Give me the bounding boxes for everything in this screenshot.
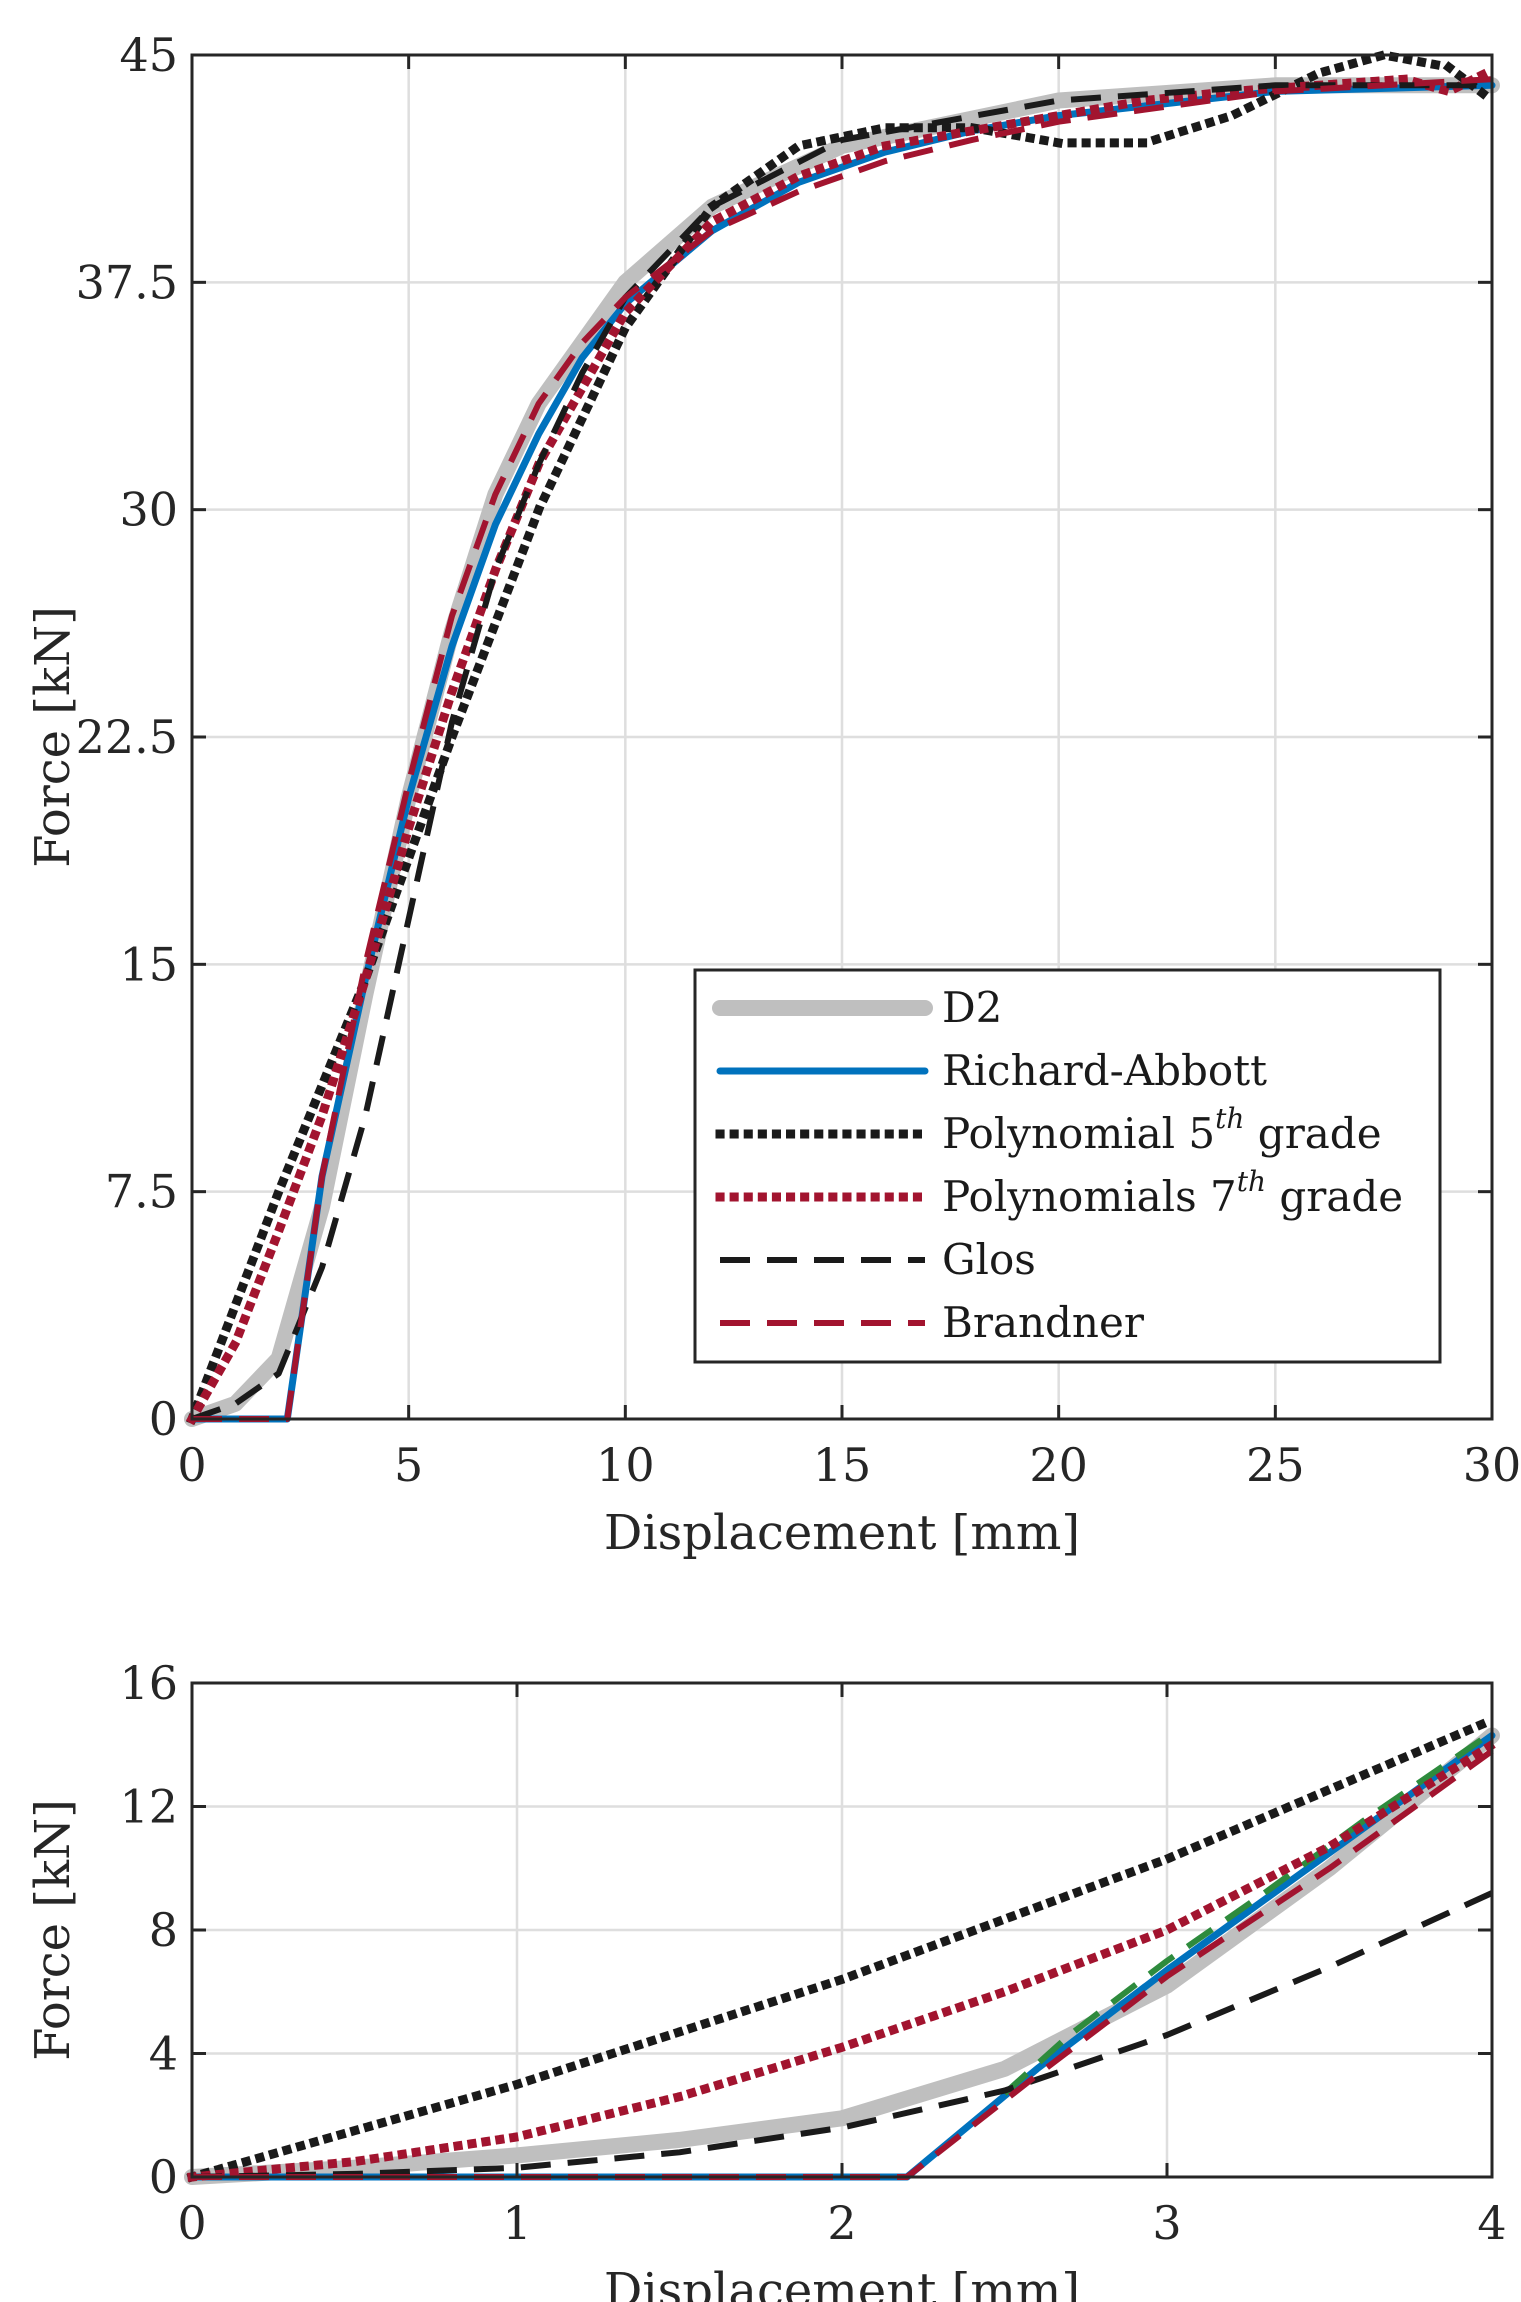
top-y-tick-label: 22.5 <box>76 710 178 764</box>
legend-item-polynomials-7: Polynomials 7th grade <box>715 1165 1403 1221</box>
top-x-tick-label: 0 <box>177 1438 206 1492</box>
bottom-grid <box>192 1683 1492 2177</box>
top-y-axis-label: Force [kN] <box>25 606 81 868</box>
legend-label-d2: D2 <box>942 983 1002 1032</box>
bottom-x-axis-label: Displacement [mm] <box>604 2263 1080 2302</box>
legend-item-glos: Glos <box>720 1235 1036 1284</box>
top-x-tick-label: 5 <box>394 1438 423 1492</box>
bottom-series-brandner <box>192 1748 1494 2180</box>
top-y-tick-label: 0 <box>149 1392 178 1446</box>
legend-label-polynomial-5: Polynomial 5th grade <box>942 1102 1382 1158</box>
top-lines <box>184 50 1500 1427</box>
bottom-series-polynomials-7th-grade <box>187 1738 1499 2182</box>
top-y-tick-label: 7.5 <box>105 1165 178 1219</box>
bottom-x-tick-label: 2 <box>827 2196 856 2250</box>
top-y-tick-label: 37.5 <box>76 255 178 309</box>
legend-box <box>693 968 1442 1364</box>
top-y-ticks: 0 7.5 15 22.5 30 37.5 45 <box>76 28 1492 1446</box>
top-y-tick-label: 45 <box>119 28 178 82</box>
legend-label-brandner: Brandner <box>942 1298 1145 1347</box>
legend-item-brandner: Brandner <box>720 1298 1145 1347</box>
bottom-x-tick-label: 0 <box>177 2196 206 2250</box>
bottom-x-tick-label: 1 <box>502 2196 531 2250</box>
top-x-ticks: 0 5 10 15 20 25 30 <box>177 55 1521 1492</box>
bottom-x-tick-label: 3 <box>1152 2196 1181 2250</box>
top-x-axis-label: Displacement [mm] <box>604 1505 1080 1561</box>
top-y-tick-label: 30 <box>119 483 178 537</box>
top-series-brandner <box>192 76 1493 1422</box>
bottom-series-polynomial-5th-grade <box>186 1714 1498 2183</box>
bottom-y-tick-label: 16 <box>119 1656 178 1710</box>
bottom-x-ticks: 0 1 2 3 4 <box>177 1683 1507 2250</box>
legend-item-d2: D2 <box>712 983 1002 1032</box>
legend-label-polynomials-7: Polynomials 7th grade <box>942 1165 1403 1221</box>
legend-item-polynomial-5: Polynomial 5th grade <box>715 1102 1382 1158</box>
bottom-x-tick-label: 4 <box>1477 2196 1506 2250</box>
legend: D2 Richard-Abbott Polynomial 5th grade P… <box>693 968 1442 1364</box>
top-x-tick-label: 30 <box>1463 1438 1521 1492</box>
top-y-tick-label: 15 <box>119 937 178 991</box>
bottom-series-d2 <box>184 1727 1500 2185</box>
legend-item-richard-abbott: Richard-Abbott <box>716 1046 1267 1095</box>
bottom-y-tick-label: 8 <box>149 1903 178 1957</box>
top-x-tick-label: 15 <box>813 1438 872 1492</box>
top-series-polynomials-7th-grade <box>185 64 1499 1426</box>
top-x-tick-label: 10 <box>596 1438 655 1492</box>
bottom-series-green-dashed <box>1002 1729 1494 2096</box>
top-series-polynomial-5th-grade <box>186 50 1499 1425</box>
top-chart: 0 5 10 15 20 25 30 0 7.5 15 22.5 30 37.5 45 Displace… <box>25 28 1521 1561</box>
bottom-y-tick-label: 0 <box>149 2150 178 2204</box>
bottom-y-tick-label: 12 <box>119 1780 178 1834</box>
bottom-lines <box>184 1714 1500 2185</box>
bottom-y-tick-label: 4 <box>149 2027 178 2081</box>
legend-label-richard-abbott: Richard-Abbott <box>942 1046 1267 1095</box>
legend-label-glos: Glos <box>942 1235 1036 1284</box>
bottom-y-ticks: 0 4 8 12 16 <box>119 1656 1492 2204</box>
bottom-series-glos <box>191 1890 1494 2180</box>
top-x-tick-label: 25 <box>1246 1438 1305 1492</box>
bottom-y-axis-label: Force [kN] <box>25 1799 81 2061</box>
top-x-tick-label: 20 <box>1029 1438 1088 1492</box>
